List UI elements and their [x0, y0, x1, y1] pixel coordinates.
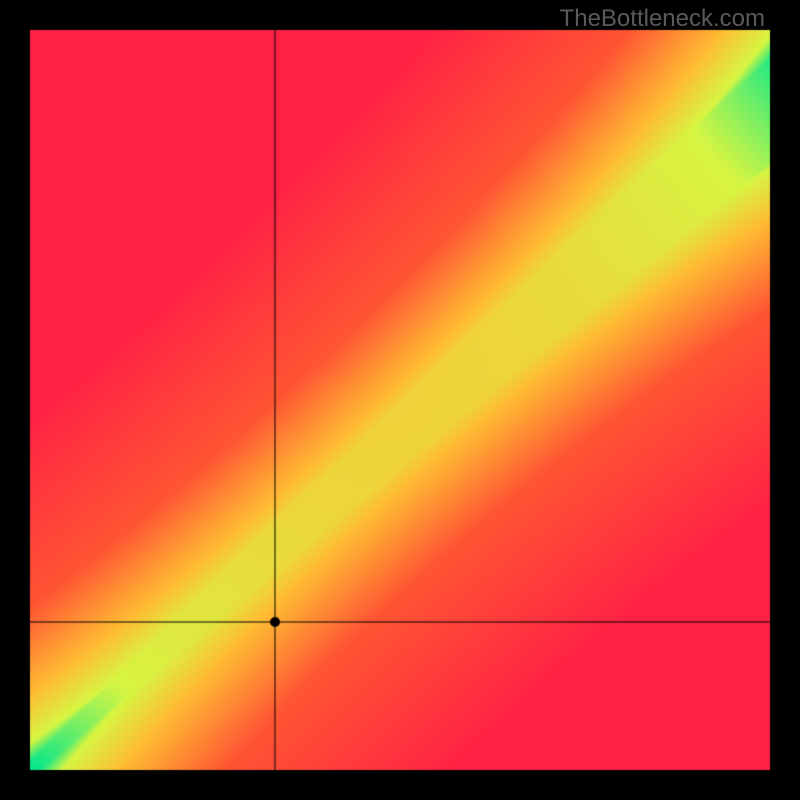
watermark-text: TheBottleneck.com — [560, 5, 765, 33]
bottleneck-heatmap — [0, 0, 800, 800]
heatmap-canvas — [0, 0, 800, 800]
